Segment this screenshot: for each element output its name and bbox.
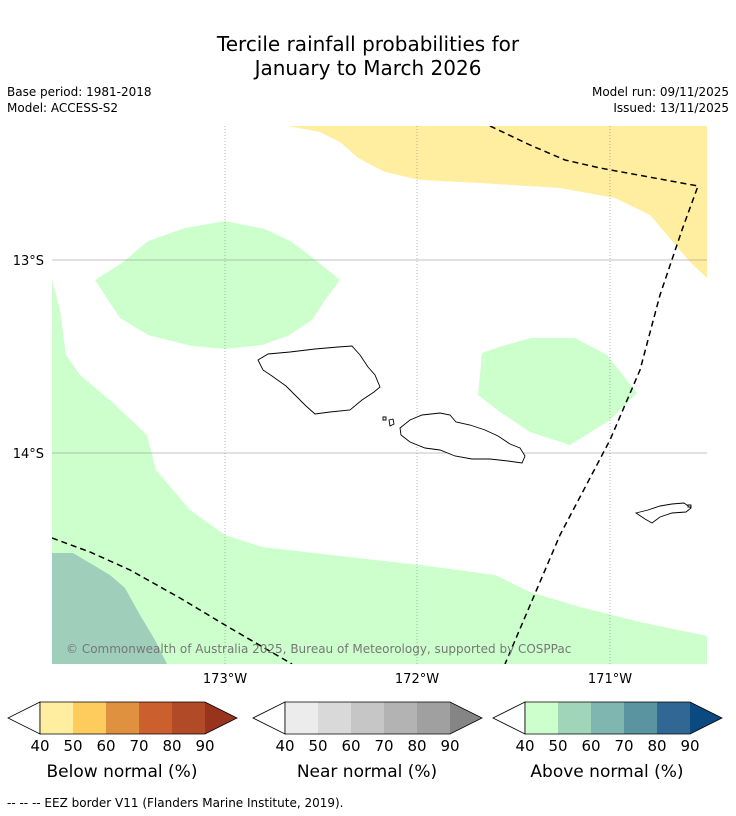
colorbar-near-tick-50: 50 — [308, 737, 327, 755]
map-fills: © Commonwealth of Australia 2025, Bureau… — [52, 126, 707, 664]
colorbar-above-tick-60: 60 — [581, 737, 600, 755]
colorbar-above-segment-70 — [624, 702, 657, 734]
colorbar-above-outline — [524, 701, 723, 735]
title-line-1: Tercile rainfall probabilities for — [216, 32, 520, 56]
colorbar-below-tick-80: 80 — [162, 737, 181, 755]
colorbar-near-tick-70: 70 — [374, 737, 393, 755]
colorbar-below-high-extend — [205, 702, 237, 734]
eez-border — [52, 126, 700, 664]
above-normal-40-region-south — [52, 280, 707, 664]
tutuila-island-shape — [634, 502, 692, 524]
chart-title: Tercile rainfall probabilities for Janua… — [0, 32, 736, 80]
meta-right: Model run: 09/11/2025 Issued: 13/11/2025 — [592, 84, 729, 116]
lat-label-13s: 13°S — [13, 254, 44, 269]
colorbar-above-segment-80 — [657, 702, 690, 734]
colorbar-below-normal: 40 50 60 70 80 90 — [7, 701, 238, 755]
colorbar-above-low-extend — [492, 701, 526, 735]
colorbar-below-tick-70: 70 — [129, 737, 148, 755]
colorbar-near-normal: 40 50 60 70 80 90 — [252, 701, 483, 755]
colorbar-near-segment-40 — [285, 702, 318, 734]
colorbar-below-segment-70 — [139, 702, 172, 734]
colorbar-above-tick-50: 50 — [548, 737, 567, 755]
colorbar-above-tick-70: 70 — [614, 737, 633, 755]
colorbar-near-tick-90: 90 — [440, 737, 459, 755]
colorbar-below-tick-90: 90 — [195, 737, 214, 755]
aunuu-island-shape — [687, 504, 692, 508]
colorbar-below-segment-80 — [172, 702, 205, 734]
title-line-2: January to March 2026 — [254, 56, 482, 80]
gridlines — [52, 126, 707, 664]
colorbar-below-tick-60: 60 — [96, 737, 115, 755]
colorbar-near-segment-80 — [417, 702, 450, 734]
lon-label-173w: 173°W — [203, 672, 247, 687]
colorbar-near-tick-60: 60 — [341, 737, 360, 755]
colorbar-above-segment-60 — [591, 702, 624, 734]
colorbar-below-segment-50 — [73, 702, 106, 734]
colorbar-near-low-extend — [252, 701, 286, 735]
colorbar-above-segment-40 — [525, 702, 558, 734]
colorbar-near-high-extend — [450, 702, 482, 734]
colorbar-near-segment-70 — [384, 702, 417, 734]
colorbar-below-segment-40 — [40, 702, 73, 734]
above-normal-40-region-east — [478, 338, 637, 445]
issued-date: Issued: 13/11/2025 — [613, 101, 729, 115]
colorbar-below-tick-40: 40 — [30, 737, 49, 755]
colorbar-below-tick-50: 50 — [63, 737, 82, 755]
colorbar-above-tick-40: 40 — [515, 737, 534, 755]
colorbar-below-label: Below normal (%) — [46, 762, 198, 782]
meta-left: Base period: 1981-2018 Model: ACCESS-S2 — [7, 84, 152, 116]
colorbar-above-high-extend — [690, 702, 722, 734]
eez-legend-footer: -- -- -- EEZ border V11 (Flanders Marine… — [7, 796, 344, 810]
model-run: Model run: 09/11/2025 — [591, 85, 729, 99]
apolima-island-shape — [382, 416, 387, 421]
rainfall-map: © Commonwealth of Australia 2025, Bureau… — [13, 126, 707, 687]
model-name: Model: ACCESS-S2 — [7, 101, 119, 115]
colorbar-near-segment-50 — [318, 702, 351, 734]
eez-line-east — [489, 126, 700, 664]
colorbar-below-low-extend — [7, 701, 41, 735]
base-period: Base period: 1981-2018 — [7, 85, 152, 99]
lon-label-171w: 171°W — [588, 672, 632, 687]
colorbar-above-segment-50 — [558, 702, 591, 734]
savaii-island-shape — [257, 345, 381, 415]
colorbar-below-outline — [39, 701, 238, 735]
below-normal-40-region — [288, 126, 707, 278]
above-normal-40-region-west — [95, 221, 340, 349]
copyright-notice: © Commonwealth of Australia 2025, Bureau… — [66, 642, 571, 656]
islands — [257, 345, 692, 524]
colorbar-above-normal: 40 50 60 70 80 90 — [492, 701, 723, 755]
lat-label-14s: 14°S — [13, 447, 44, 462]
colorbar-above-tick-90: 90 — [680, 737, 699, 755]
colorbar-near-outline — [284, 701, 483, 735]
manono-island-shape — [388, 418, 395, 427]
colorbar-above-tick-80: 80 — [647, 737, 666, 755]
colorbar-near-segment-60 — [351, 702, 384, 734]
lon-label-172w: 172°W — [395, 672, 439, 687]
colorbar-near-label: Near normal (%) — [296, 762, 438, 782]
eez-line-southwest — [52, 537, 293, 664]
colorbar-near-tick-40: 40 — [275, 737, 294, 755]
colorbar-near-tick-80: 80 — [407, 737, 426, 755]
colorbar-below-segment-60 — [106, 702, 139, 734]
upolu-island-shape — [399, 412, 526, 464]
colorbar-above-label: Above normal (%) — [530, 762, 684, 782]
above-normal-50-region — [52, 553, 167, 664]
